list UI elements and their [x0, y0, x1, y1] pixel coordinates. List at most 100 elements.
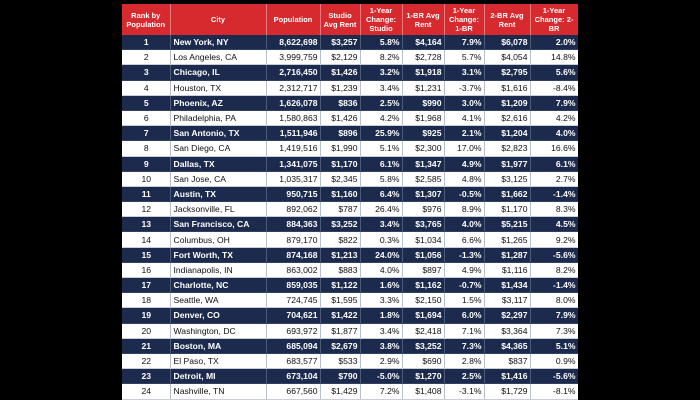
- rank-cell: 16: [122, 262, 171, 279]
- br1-change-cell: 8.9%: [444, 201, 485, 218]
- studio-change-cell: 26.4%: [360, 201, 403, 218]
- br1-change-cell: 7.1%: [444, 323, 485, 339]
- rank-cell: 21: [122, 338, 171, 354]
- studio-rent-cell: $3,252: [320, 216, 361, 233]
- header-studio-rent: Studio Avg Rent: [320, 4, 361, 35]
- br1-change-cell: 7.9%: [444, 35, 485, 51]
- studio-rent-cell: $1,429: [320, 383, 361, 400]
- br2-change-cell: 2.7%: [530, 171, 578, 187]
- studio-rent-cell: $1,595: [320, 292, 361, 309]
- br2-change-cell: 9.2%: [530, 231, 578, 248]
- population-cell: 1,626,078: [266, 95, 321, 111]
- studio-change-cell: 6.1%: [360, 156, 403, 172]
- br1-rent-cell: $925: [402, 125, 445, 142]
- studio-rent-cell: $2,129: [320, 49, 361, 66]
- header-population: Population: [266, 4, 321, 35]
- br1-rent-cell: $1,231: [402, 80, 445, 96]
- br2-change-cell: 2.0%: [530, 35, 578, 51]
- table-row: 8 San Diego, CA 1,419,516 $1,990 5.1% $2,300 1…: [122, 140, 578, 157]
- population-cell: 859,035: [266, 277, 321, 294]
- header-city: City: [170, 4, 267, 35]
- rank-cell: 9: [122, 156, 171, 172]
- br1-change-cell: 17.0%: [444, 140, 485, 157]
- population-cell: 874,168: [266, 247, 321, 263]
- rent-table: Rank by Population City Population Studi…: [122, 4, 578, 400]
- studio-rent-cell: $1,426: [320, 64, 361, 81]
- population-cell: 1,419,516: [266, 140, 321, 157]
- br1-rent-cell: $1,918: [402, 64, 445, 81]
- br1-rent-cell: $1,307: [402, 186, 445, 203]
- studio-change-cell: 4.2%: [360, 110, 403, 127]
- br1-rent-cell: $1,408: [402, 383, 445, 400]
- table-row: 23 Detroit, MI 673,104 $790 -5.0% $1,270 2.5% $…: [122, 368, 578, 385]
- br2-change-cell: 8.2%: [530, 262, 578, 279]
- rank-cell: 22: [122, 353, 171, 370]
- br1-change-cell: 7.3%: [444, 338, 485, 354]
- studio-change-cell: 25.9%: [360, 125, 403, 142]
- br2-rent-cell: $1,204: [484, 125, 531, 142]
- br2-rent-cell: $3,117: [484, 292, 531, 309]
- city-cell: Dallas, TX: [170, 156, 267, 172]
- city-cell: Fort Worth, TX: [170, 247, 267, 263]
- rank-cell: 12: [122, 201, 171, 218]
- city-cell: Phoenix, AZ: [170, 95, 267, 111]
- rank-cell: 10: [122, 171, 171, 187]
- studio-rent-cell: $790: [320, 368, 361, 385]
- table-row: 24 Nashville, TN 667,560 $1,429 7.2% $1,408 -3…: [122, 383, 578, 400]
- br2-rent-cell: $1,616: [484, 80, 531, 96]
- br1-rent-cell: $2,300: [402, 140, 445, 157]
- rank-cell: 17: [122, 277, 171, 294]
- city-cell: Denver, CO: [170, 307, 267, 324]
- br1-rent-cell: $2,728: [402, 49, 445, 66]
- studio-change-cell: 6.4%: [360, 186, 403, 203]
- studio-change-cell: 5.1%: [360, 140, 403, 157]
- br1-rent-cell: $2,418: [402, 323, 445, 339]
- br2-rent-cell: $1,416: [484, 368, 531, 385]
- br1-change-cell: 2.8%: [444, 353, 485, 370]
- studio-rent-cell: $1,160: [320, 186, 361, 203]
- population-cell: 879,170: [266, 231, 321, 248]
- population-cell: 2,312,717: [266, 80, 321, 96]
- city-cell: Houston, TX: [170, 80, 267, 96]
- studio-change-cell: 2.5%: [360, 95, 403, 111]
- studio-rent-cell: $1,877: [320, 323, 361, 339]
- population-cell: 683,577: [266, 353, 321, 370]
- header-2br-rent: 2-BR Avg Rent: [484, 4, 531, 35]
- br1-rent-cell: $1,056: [402, 247, 445, 263]
- header-1br-rent: 1-BR Avg Rent: [402, 4, 445, 35]
- studio-rent-cell: $533: [320, 353, 361, 370]
- br1-change-cell: -0.5%: [444, 186, 485, 203]
- br1-rent-cell: $1,694: [402, 307, 445, 324]
- studio-change-cell: 4.0%: [360, 262, 403, 279]
- br2-change-cell: 7.3%: [530, 323, 578, 339]
- studio-rent-cell: $1,990: [320, 140, 361, 157]
- br1-rent-cell: $2,150: [402, 292, 445, 309]
- population-cell: 1,511,946: [266, 125, 321, 142]
- rank-cell: 19: [122, 307, 171, 324]
- header-1br-change: 1-Year Change: 1-BR: [444, 4, 485, 35]
- population-cell: 892,062: [266, 201, 321, 218]
- studio-rent-cell: $1,122: [320, 277, 361, 294]
- br2-rent-cell: $1,287: [484, 247, 531, 263]
- table-row: 12 Jacksonville, FL 892,062 $787 26.4% $976 8.…: [122, 201, 578, 218]
- table-row: 7 San Antonio, TX 1,511,946 $896 25.9% $925 2.…: [122, 125, 578, 142]
- population-cell: 1,035,317: [266, 171, 321, 187]
- br2-rent-cell: $5,215: [484, 216, 531, 233]
- population-cell: 2,716,450: [266, 64, 321, 81]
- br1-rent-cell: $3,252: [402, 338, 445, 354]
- br1-change-cell: 4.9%: [444, 156, 485, 172]
- br1-rent-cell: $1,347: [402, 156, 445, 172]
- studio-change-cell: 3.2%: [360, 64, 403, 81]
- studio-change-cell: 2.9%: [360, 353, 403, 370]
- br2-rent-cell: $1,729: [484, 383, 531, 400]
- table-row: 20 Washington, DC 693,972 $1,877 3.4% $2,418 7…: [122, 323, 578, 339]
- studio-change-cell: 7.2%: [360, 383, 403, 400]
- br2-rent-cell: $2,297: [484, 307, 531, 324]
- br1-change-cell: 6.0%: [444, 307, 485, 324]
- br2-rent-cell: $1,662: [484, 186, 531, 203]
- population-cell: 685,094: [266, 338, 321, 354]
- population-cell: 863,002: [266, 262, 321, 279]
- br1-change-cell: -3.7%: [444, 80, 485, 96]
- population-cell: 673,104: [266, 368, 321, 385]
- br1-rent-cell: $2,585: [402, 171, 445, 187]
